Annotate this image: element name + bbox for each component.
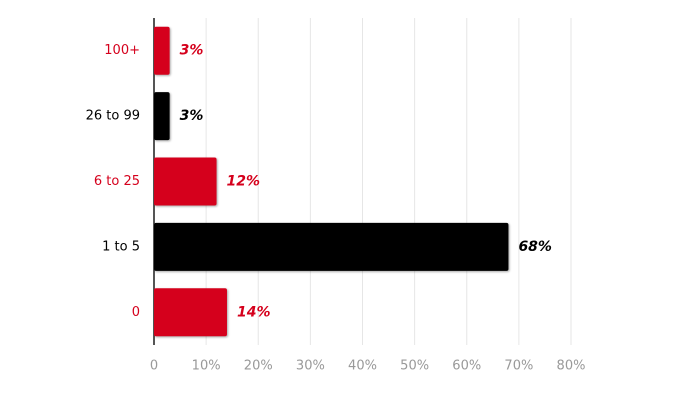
value-label: 14% [237,304,271,320]
y-tick-label: 6 to 25 [94,174,140,189]
bar [154,288,227,337]
bar [154,222,509,271]
y-tick-label: 100+ [104,43,140,58]
x-tick-label: 80% [557,359,586,374]
x-tick-label: 60% [452,359,481,374]
value-label: 3% [180,108,204,124]
value-label: 68% [518,239,552,255]
value-label: 3% [180,43,204,59]
x-tick-label: 70% [504,359,533,374]
bar [154,26,170,75]
x-tick-label: 0 [150,359,158,374]
x-tick-label: 40% [348,359,377,374]
y-tick-label: 1 to 5 [102,239,140,254]
x-tick-label: 20% [244,359,273,374]
x-tick-label: 50% [400,359,429,374]
y-tick-label: 26 to 99 [86,109,140,124]
x-tick-label: 10% [192,359,221,374]
bar [154,157,217,206]
value-label: 12% [227,174,261,190]
y-tick-label: 0 [132,305,140,320]
bar [154,92,170,141]
x-tick-label: 30% [296,359,325,374]
